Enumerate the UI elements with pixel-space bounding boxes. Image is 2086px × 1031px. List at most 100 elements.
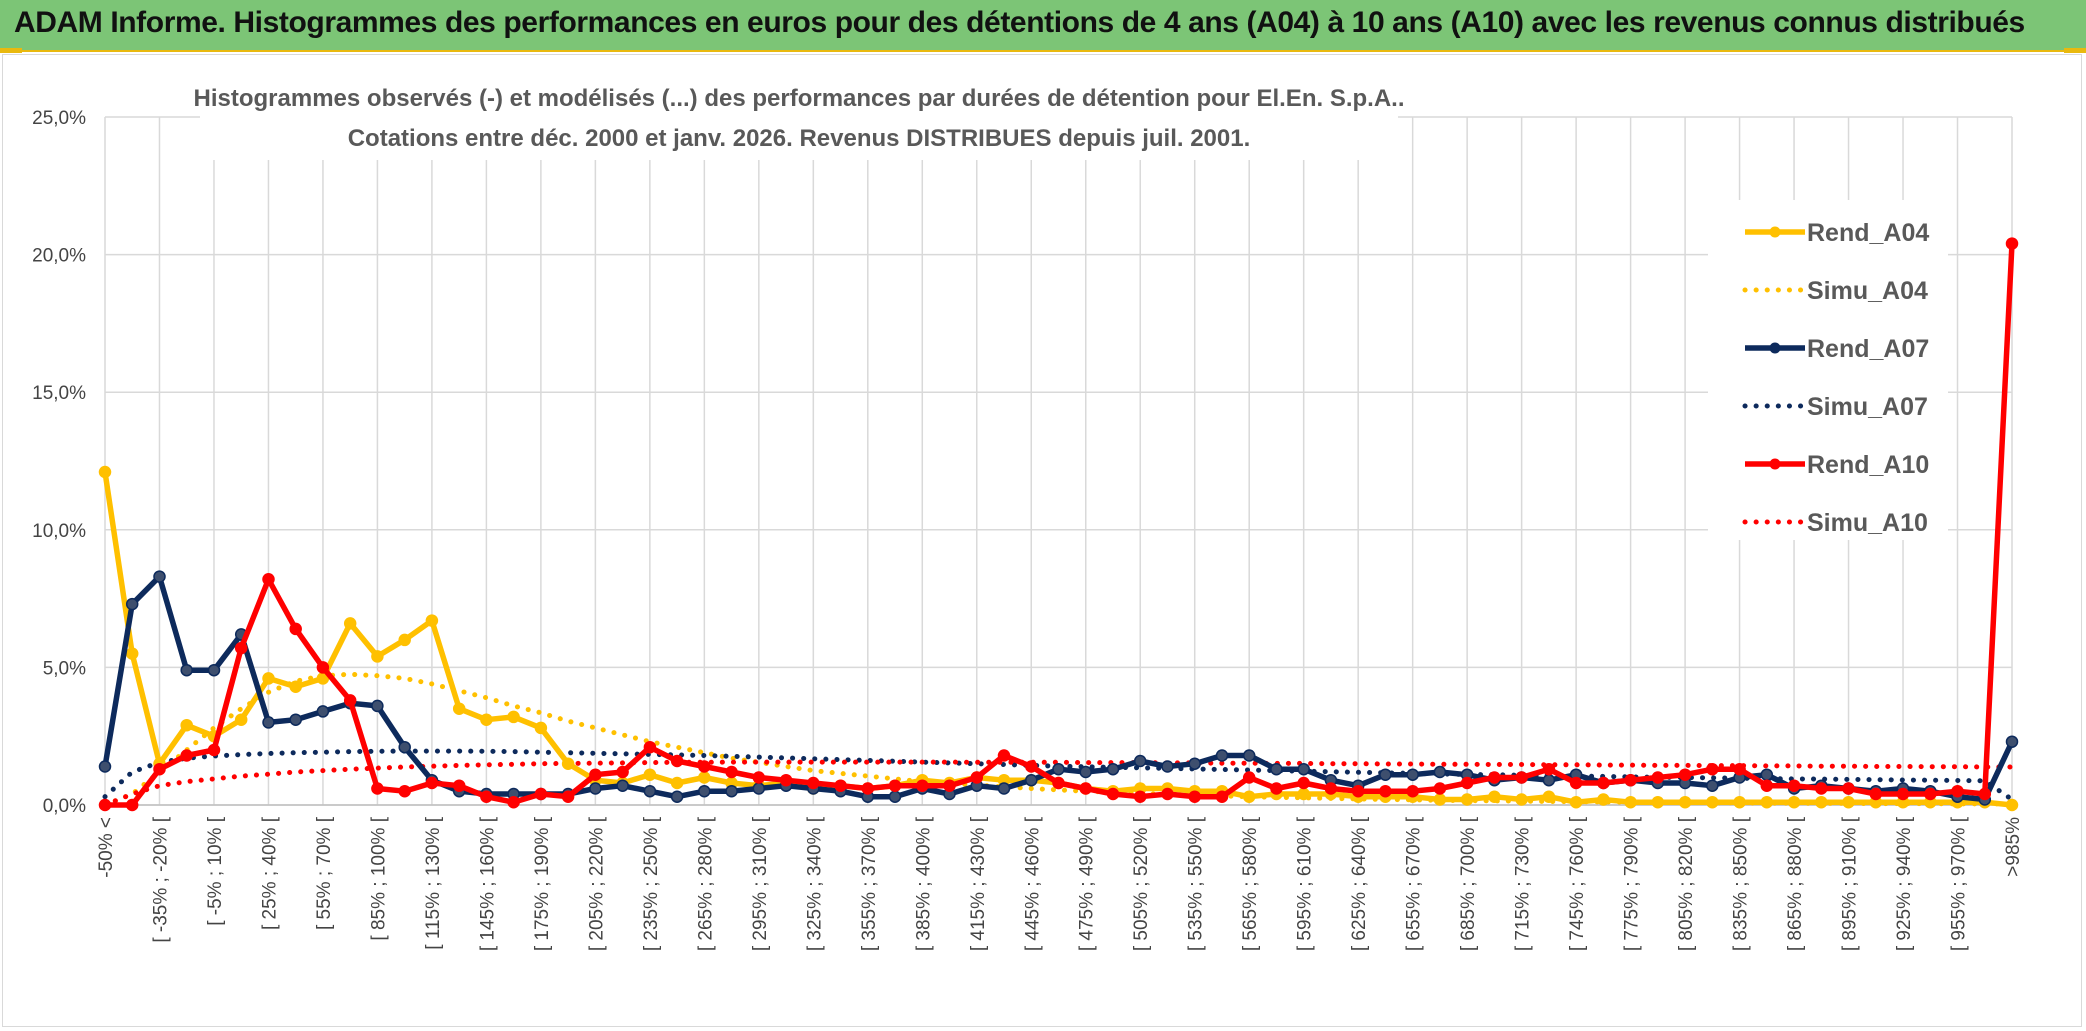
data-point-rend-a10: [1460, 776, 1474, 790]
data-point-rend-a10: [180, 749, 193, 762]
x-tick-label: [ 865% ; 880% [: [1785, 816, 1806, 951]
data-point-rend-a10: [616, 765, 629, 779]
data-point-rend-a04: [1815, 795, 1828, 809]
data-point-rend-a10: [1869, 787, 1883, 801]
chart-legend[interactable]: Rend_A04 Simu_A04 Rend_A07 Simu_A07 Rend_A10…: [1708, 200, 1948, 540]
series-simu-a04: [102, 671, 2015, 808]
data-point-rend-a07: [670, 790, 684, 803]
data-point-rend-a07: [207, 663, 221, 677]
header-bar: ADAM Informe. Histogrammes des performan…: [0, 0, 2086, 52]
data-point-rend-a04: [534, 721, 548, 735]
data-point-rend-a07: [289, 713, 302, 726]
data-point-rend-a07: [125, 597, 139, 611]
data-point-rend-a10: [1515, 771, 1528, 784]
data-point-rend-a04: [425, 614, 439, 627]
x-tick-label: [ 475% ; 490% [: [1077, 816, 1098, 951]
x-tick-label: [ 145% ; 160% [: [477, 816, 498, 951]
data-point-rend-a07: [1106, 762, 1120, 776]
y-axis-ticks: 0,0% 5,0% 10,0% 15,0% 20,0% 25,0%: [32, 108, 86, 817]
series-rend-a10: [98, 237, 2019, 812]
data-point-rend-a07: [1025, 773, 1038, 787]
data-point-rend-a07: [2005, 735, 2019, 748]
y-tick-label: 0,0%: [43, 796, 86, 817]
data-point-rend-a10: [698, 760, 711, 773]
page-title: ADAM Informe. Histogrammes des performan…: [14, 6, 2025, 39]
x-tick-label: [ 835% ; 850% [: [1731, 816, 1752, 951]
x-tick-label: [ 685% ; 700% [: [1458, 816, 1479, 951]
y-tick-label: 20,0%: [32, 246, 86, 267]
data-point-rend-a04: [561, 757, 575, 770]
legend-item-rend-a10[interactable]: Rend_A10: [1745, 451, 1929, 479]
data-point-rend-a10: [1924, 787, 1937, 801]
data-point-rend-a10: [1733, 762, 1746, 776]
x-tick-label: [ 775% ; 790% [: [1622, 816, 1643, 951]
legend-marker: [1769, 226, 1781, 238]
legend-item-simu-a10[interactable]: Simu_A10: [1742, 509, 1928, 537]
legend-item-simu-a07[interactable]: Simu_A07: [1742, 393, 1928, 421]
x-tick-label: [ 445% ; 460% [: [1022, 816, 1043, 951]
x-tick-label: [ 415% ; 430% [: [968, 816, 989, 951]
data-point-rend-a10: [1488, 771, 1501, 784]
data-point-rend-a10: [371, 782, 384, 795]
data-point-rend-a04: [480, 713, 493, 726]
data-point-rend-a10: [916, 779, 929, 792]
data-point-rend-a10: [1651, 771, 1665, 784]
data-point-rend-a04: [507, 710, 520, 724]
data-point-rend-a10: [807, 776, 820, 790]
legend-item-rend-a07[interactable]: Rend_A07: [1745, 335, 1929, 363]
series-rend-a07: [98, 570, 2019, 806]
data-point-rend-a04: [125, 647, 139, 660]
data-point-rend-a10: [1678, 768, 1692, 781]
x-tick-label: [ 235% ; 250% [: [641, 816, 662, 951]
data-point-rend-a10: [1379, 784, 1392, 798]
data-point-rend-a10: [834, 779, 847, 792]
data-point-rend-a10: [1760, 779, 1774, 792]
data-point-rend-a04: [1569, 795, 1583, 809]
data-point-rend-a07: [1215, 749, 1229, 762]
x-tick-label: [ 505% ; 520% [: [1131, 816, 1152, 951]
x-tick-label: [ 325% ; 340% [: [804, 816, 825, 951]
y-tick-label: 5,0%: [43, 658, 86, 679]
data-point-rend-a10: [1079, 782, 1092, 795]
data-point-rend-a07: [643, 784, 657, 798]
y-tick-label: 15,0%: [32, 383, 86, 404]
data-point-rend-a07: [1706, 779, 1719, 792]
chart-frame: [2, 54, 2082, 1027]
data-point-rend-a10: [1297, 776, 1310, 790]
data-point-rend-a07: [1542, 773, 1556, 787]
x-tick-label: [ 115% ; 130% [: [423, 816, 444, 949]
data-point-rend-a10: [1597, 776, 1610, 790]
data-point-rend-a10: [452, 779, 466, 792]
data-point-rend-a10: [589, 768, 602, 781]
data-point-rend-a07: [1133, 754, 1147, 768]
x-axis-ticks: -50% < [ -35% ; -20% [[ -5% ; 10% [[ 25% …: [96, 816, 2024, 951]
legend-label: Simu_A10: [1807, 509, 1928, 537]
data-point-rend-a10: [262, 573, 275, 586]
data-point-rend-a04: [1242, 790, 1256, 803]
data-point-rend-a10: [1406, 784, 1419, 798]
x-tick-label: [ 655% ; 670% [: [1404, 816, 1425, 951]
data-point-rend-a04: [1488, 790, 1501, 803]
legend-item-simu-a04[interactable]: Simu_A04: [1742, 277, 1928, 305]
data-point-rend-a04: [2005, 798, 2019, 812]
data-point-rend-a10: [970, 771, 984, 784]
legend-item-rend-a04[interactable]: Rend_A04: [1745, 219, 1929, 247]
data-point-rend-a10: [670, 754, 684, 768]
data-point-rend-a07: [1270, 762, 1283, 776]
data-point-rend-a10: [1433, 782, 1447, 795]
data-point-rend-a07: [1406, 768, 1419, 781]
data-point-rend-a10: [752, 771, 766, 784]
data-point-rend-a07: [752, 782, 766, 795]
data-point-rend-a10: [1025, 760, 1038, 773]
data-point-rend-a04: [1733, 795, 1746, 809]
x-tick-label: [ 265% ; 280% [: [695, 816, 716, 951]
data-point-rend-a07: [1433, 765, 1447, 779]
x-tick-label: [ 715% ; 730% [: [1513, 816, 1534, 951]
data-point-rend-a10: [1842, 782, 1855, 795]
data-point-rend-a04: [180, 718, 193, 732]
data-point-rend-a10: [207, 743, 221, 757]
data-point-rend-a10: [153, 762, 166, 776]
x-tick-label: [ 565% ; 580% [: [1240, 816, 1261, 951]
data-point-rend-a04: [1515, 793, 1528, 806]
